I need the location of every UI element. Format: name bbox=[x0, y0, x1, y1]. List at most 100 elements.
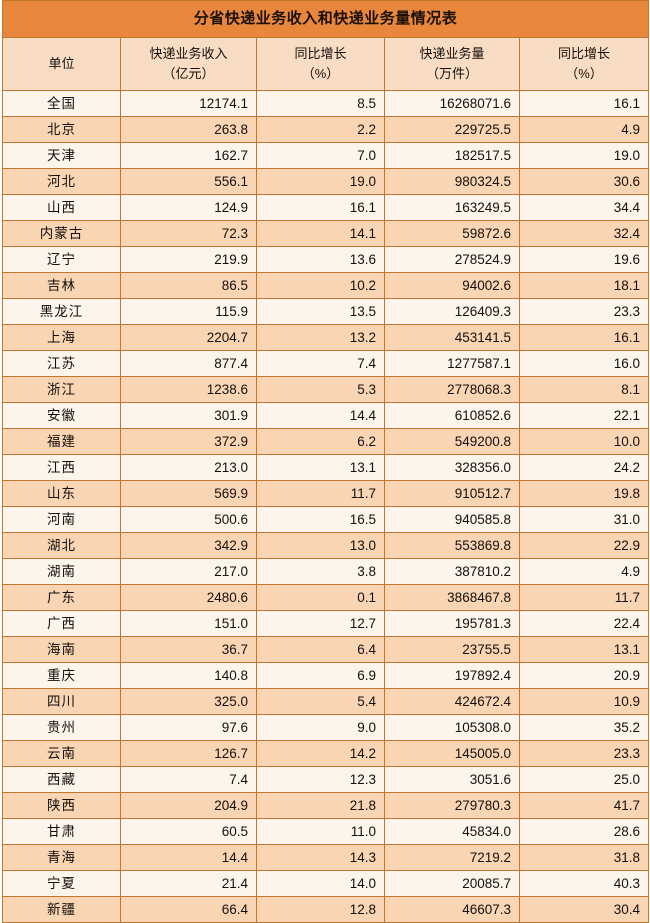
table-row: 重庆 140.8 6.9 197892.4 20.9 bbox=[2, 662, 650, 689]
cell-volume: 145005.0 bbox=[384, 740, 520, 767]
cell-volume_growth: 19.0 bbox=[518, 142, 650, 169]
column-header-volume: 快递业务量 （万件） bbox=[384, 37, 520, 91]
table-row: 湖北 342.9 13.0 553869.8 22.9 bbox=[2, 532, 650, 559]
cell-volume: 980324.5 bbox=[384, 168, 520, 195]
cell-volume_growth: 13.1 bbox=[518, 636, 650, 663]
cell-unit: 山西 bbox=[2, 194, 121, 221]
cell-volume_growth: 20.9 bbox=[518, 662, 650, 689]
cell-unit: 山东 bbox=[2, 480, 121, 507]
cell-volume: 46607.3 bbox=[384, 896, 520, 923]
table-row: 河北 556.1 19.0 980324.5 30.6 bbox=[2, 168, 650, 195]
cell-volume_growth: 11.7 bbox=[518, 584, 650, 611]
cell-unit: 甘肃 bbox=[2, 818, 121, 845]
title-row: 分省快递业务收入和快递业务量情况表 bbox=[1, 0, 650, 38]
cell-volume_growth: 28.6 bbox=[518, 818, 650, 845]
cell-volume: 7219.2 bbox=[384, 844, 520, 871]
cell-volume: 59872.6 bbox=[384, 220, 520, 247]
cell-volume_growth: 34.4 bbox=[518, 194, 650, 221]
cell-volume: 279780.3 bbox=[384, 792, 520, 819]
cell-revenue: 162.7 bbox=[120, 142, 257, 169]
cell-volume_growth: 22.4 bbox=[518, 610, 650, 637]
cell-volume_growth: 19.6 bbox=[518, 246, 650, 273]
cell-unit: 安徽 bbox=[2, 402, 121, 429]
cell-unit: 江苏 bbox=[2, 350, 121, 377]
table-row: 江苏 877.4 7.4 1277587.1 16.0 bbox=[2, 350, 650, 377]
cell-revenue: 7.4 bbox=[120, 766, 257, 793]
table-body: 全国 12174.1 8.5 16268071.6 16.1 北京 263.8 2.2 2297… bbox=[2, 90, 650, 923]
table-row: 吉林 86.5 10.2 94002.6 18.1 bbox=[2, 272, 650, 299]
cell-volume: 20085.7 bbox=[384, 870, 520, 897]
table-row: 北京 263.8 2.2 229725.5 4.9 bbox=[2, 116, 650, 143]
cell-revenue: 12174.1 bbox=[120, 90, 257, 117]
cell-revenue_growth: 9.0 bbox=[256, 714, 385, 741]
cell-volume: 45834.0 bbox=[384, 818, 520, 845]
cell-volume: 549200.8 bbox=[384, 428, 520, 455]
cell-revenue_growth: 16.5 bbox=[256, 506, 385, 533]
table-row: 黑龙江 115.9 13.5 126409.3 23.3 bbox=[2, 298, 650, 325]
column-header-revenue-line2: （亿元） bbox=[162, 66, 215, 81]
table-row: 新疆 66.4 12.8 46607.3 30.4 bbox=[2, 896, 650, 923]
table-row: 安徽 301.9 14.4 610852.6 22.1 bbox=[2, 402, 650, 429]
table-row: 云南 126.7 14.2 145005.0 23.3 bbox=[2, 740, 650, 767]
cell-volume_growth: 4.9 bbox=[518, 116, 650, 143]
cell-volume: 126409.3 bbox=[384, 298, 520, 325]
cell-volume_growth: 10.0 bbox=[518, 428, 650, 455]
cell-volume: 195781.3 bbox=[384, 610, 520, 637]
column-header-revenue: 快递业务收入 （亿元） bbox=[120, 37, 257, 91]
table-row: 河南 500.6 16.5 940585.8 31.0 bbox=[2, 506, 650, 533]
cell-revenue_growth: 6.4 bbox=[256, 636, 385, 663]
cell-volume_growth: 30.4 bbox=[518, 896, 650, 923]
table-row: 江西 213.0 13.1 328356.0 24.2 bbox=[2, 454, 650, 481]
cell-volume_growth: 16.0 bbox=[518, 350, 650, 377]
column-header-revenue-growth-line2: （%） bbox=[301, 66, 340, 81]
table-row: 上海 2204.7 13.2 453141.5 16.1 bbox=[2, 324, 650, 351]
column-header-unit: 单位 bbox=[2, 37, 121, 91]
cell-revenue_growth: 14.3 bbox=[256, 844, 385, 871]
cell-unit: 河北 bbox=[2, 168, 121, 195]
cell-volume: 163249.5 bbox=[384, 194, 520, 221]
table-row: 全国 12174.1 8.5 16268071.6 16.1 bbox=[2, 90, 650, 117]
cell-unit: 辽宁 bbox=[2, 246, 121, 273]
cell-volume: 387810.2 bbox=[384, 558, 520, 585]
cell-unit: 西藏 bbox=[2, 766, 121, 793]
cell-volume_growth: 41.7 bbox=[518, 792, 650, 819]
cell-revenue_growth: 14.4 bbox=[256, 402, 385, 429]
cell-revenue_growth: 16.1 bbox=[256, 194, 385, 221]
cell-unit: 湖南 bbox=[2, 558, 121, 585]
cell-volume: 553869.8 bbox=[384, 532, 520, 559]
column-header-volume-growth: 同比增长 （%） bbox=[518, 37, 650, 91]
cell-revenue_growth: 0.1 bbox=[256, 584, 385, 611]
cell-unit: 四川 bbox=[2, 688, 121, 715]
table-row: 海南 36.7 6.4 23755.5 13.1 bbox=[2, 636, 650, 663]
cell-revenue_growth: 6.2 bbox=[256, 428, 385, 455]
page-title: 分省快递业务收入和快递业务量情况表 bbox=[193, 10, 458, 27]
cell-volume_growth: 16.1 bbox=[518, 324, 650, 351]
cell-revenue: 115.9 bbox=[120, 298, 257, 325]
column-header-row: 单位 快递业务收入 （亿元） 同比增长 （%） 快递业务量 （万件） 同比增长 … bbox=[2, 37, 650, 91]
cell-unit: 内蒙古 bbox=[2, 220, 121, 247]
cell-volume: 453141.5 bbox=[384, 324, 520, 351]
cell-volume: 94002.6 bbox=[384, 272, 520, 299]
cell-volume: 229725.5 bbox=[384, 116, 520, 143]
cell-revenue_growth: 3.8 bbox=[256, 558, 385, 585]
cell-revenue: 66.4 bbox=[120, 896, 257, 923]
cell-volume_growth: 24.2 bbox=[518, 454, 650, 481]
cell-revenue_growth: 11.0 bbox=[256, 818, 385, 845]
cell-revenue: 124.9 bbox=[120, 194, 257, 221]
cell-revenue_growth: 12.7 bbox=[256, 610, 385, 637]
table-header: 分省快递业务收入和快递业务量情况表 单位 快递业务收入 （亿元） 同比增长 （%… bbox=[1, 0, 650, 91]
cell-volume: 610852.6 bbox=[384, 402, 520, 429]
cell-volume: 3868467.8 bbox=[384, 584, 520, 611]
cell-revenue: 204.9 bbox=[120, 792, 257, 819]
cell-volume_growth: 32.4 bbox=[518, 220, 650, 247]
cell-revenue_growth: 12.8 bbox=[256, 896, 385, 923]
cell-revenue_growth: 13.6 bbox=[256, 246, 385, 273]
cell-volume: 197892.4 bbox=[384, 662, 520, 689]
table-row: 山西 124.9 16.1 163249.5 34.4 bbox=[2, 194, 650, 221]
cell-revenue_growth: 2.2 bbox=[256, 116, 385, 143]
cell-unit: 贵州 bbox=[2, 714, 121, 741]
cell-revenue_growth: 13.5 bbox=[256, 298, 385, 325]
column-header-volume-line2: （万件） bbox=[425, 66, 478, 81]
cell-revenue_growth: 8.5 bbox=[256, 90, 385, 117]
